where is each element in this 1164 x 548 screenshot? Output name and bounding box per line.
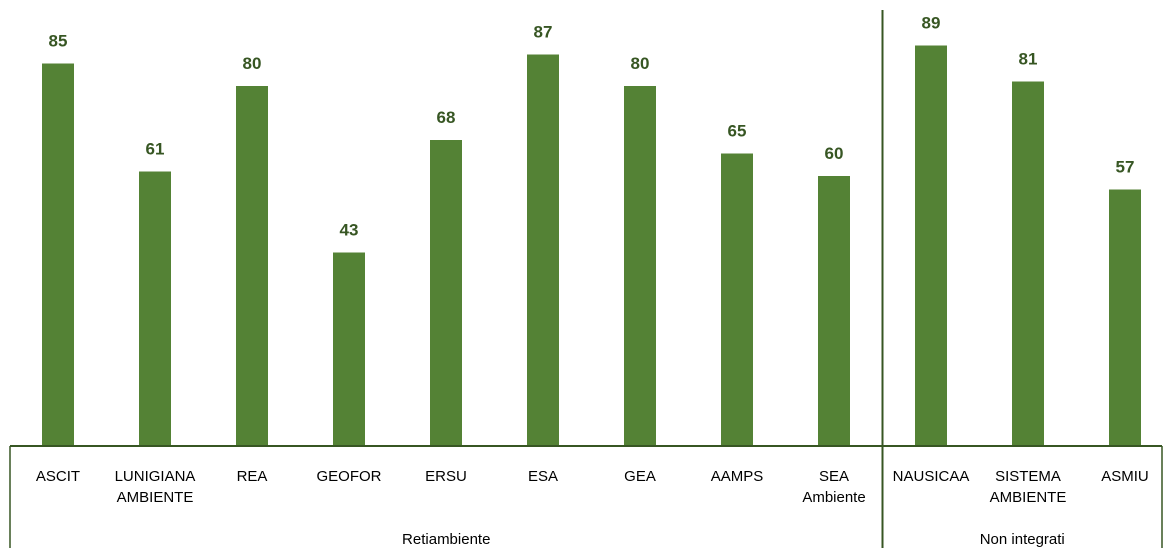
- data-label: 80: [631, 54, 650, 73]
- data-label: 68: [437, 108, 456, 127]
- bar: [42, 63, 74, 446]
- bar: [624, 86, 656, 446]
- data-label: 81: [1019, 50, 1038, 69]
- tick-label: REA: [237, 468, 268, 485]
- tick-label: Ambiente: [802, 489, 865, 506]
- tick-label: GEA: [624, 468, 656, 485]
- data-label: 57: [1116, 158, 1135, 177]
- tick-label: ERSU: [425, 468, 467, 485]
- tick-label: LUNIGIANA: [115, 468, 196, 485]
- bar: [236, 86, 268, 446]
- axis-layer: [9, 10, 1163, 548]
- bar: [527, 54, 559, 446]
- data-label: 87: [534, 23, 553, 42]
- tick-label: NAUSICAA: [893, 468, 970, 485]
- group-label: Non integrati: [980, 531, 1065, 548]
- data-label: 80: [243, 54, 262, 73]
- bar: [1109, 189, 1141, 446]
- group-labels-layer: Retiambiente Non integrati: [402, 531, 1065, 548]
- tick-label: ESA: [528, 468, 558, 485]
- tick-label: SEA: [819, 468, 849, 485]
- bar: [430, 140, 462, 446]
- tick-label: SISTEMA: [995, 468, 1061, 485]
- tick-label: AMBIENTE: [117, 489, 194, 506]
- tick-label: AMBIENTE: [990, 489, 1067, 506]
- bar: [333, 252, 365, 446]
- data-label: 43: [340, 221, 359, 240]
- data-label: 60: [825, 144, 844, 163]
- value-labels-layer: 85 61 80 43 68 87 80 65 60 89 81 57: [49, 14, 1135, 240]
- tick-label: AAMPS: [711, 468, 764, 485]
- category-labels-layer: ASCIT LUNIGIANA AMBIENTE REA GEOFOR ERSU ESA GE…: [36, 468, 1149, 506]
- group-label: Retiambiente: [402, 531, 490, 548]
- bar: [721, 153, 753, 446]
- data-label: 65: [728, 122, 747, 141]
- data-label: 85: [49, 32, 68, 51]
- bar: [818, 176, 850, 446]
- bar: [1012, 81, 1044, 446]
- data-label: 89: [922, 14, 941, 33]
- tick-label: ASMIU: [1101, 468, 1149, 485]
- bar: [139, 171, 171, 446]
- bars-layer: [42, 45, 1141, 446]
- tick-label: ASCIT: [36, 468, 80, 485]
- tick-label: GEOFOR: [316, 468, 381, 485]
- bar: [915, 45, 947, 446]
- data-label: 61: [146, 140, 165, 159]
